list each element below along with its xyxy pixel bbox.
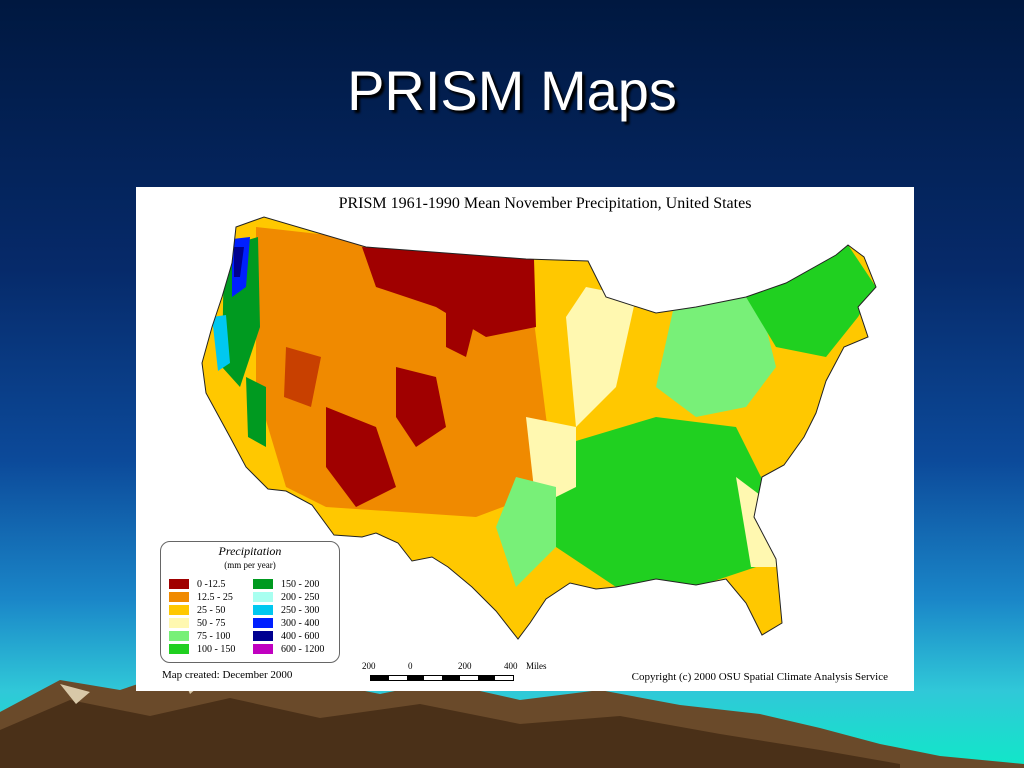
legend-item: 12.5 - 25 [169,591,233,603]
copyright-label: Copyright (c) 2000 OSU Spatial Climate A… [631,671,888,683]
legend-item: 400 - 600 [253,630,319,642]
legend-swatch [169,605,189,615]
legend-item: 50 - 75 [169,617,225,629]
legend-item: 250 - 300 [253,604,319,616]
legend-item: 0 -12.5 [169,578,225,590]
scale-tick: 400 [504,661,518,671]
map-created-label: Map created: December 2000 [162,669,293,681]
legend-swatch [253,644,273,654]
legend-item: 300 - 400 [253,617,319,629]
legend-item: 100 - 150 [169,643,235,655]
legend-label: 75 - 100 [197,630,231,642]
legend-label: 200 - 250 [281,591,320,603]
legend-swatch [253,631,273,641]
legend-label: 300 - 400 [281,617,320,629]
legend-label: 50 - 75 [197,617,226,629]
legend-swatch [253,618,273,628]
legend-item: 75 - 100 [169,630,230,642]
legend-label: 150 - 200 [281,578,320,590]
legend-swatch [253,579,273,589]
legend-item: 25 - 50 [169,604,225,616]
precipitation-map-image: PRISM 1961-1990 Mean November Precipitat… [136,187,914,691]
legend-item: 200 - 250 [253,591,319,603]
scale-bar: 200 0 200 400 Miles [362,661,562,687]
scale-bar-segments [370,675,514,681]
legend-swatch [169,618,189,628]
legend-swatch [169,644,189,654]
mountain-landscape [0,670,1024,768]
scale-tick: 200 [362,661,376,671]
legend-label: 100 - 150 [197,643,236,655]
legend-item: 150 - 200 [253,578,319,590]
legend-title: Precipitation [218,544,282,558]
scale-tick: 200 [458,661,472,671]
slide-title: PRISM Maps [347,59,677,122]
legend-label: 12.5 - 25 [197,591,233,603]
scale-unit: Miles [526,661,547,671]
legend-swatch [253,605,273,615]
scale-tick: 0 [408,661,413,671]
legend-label: 25 - 50 [197,604,226,616]
legend-swatch [169,579,189,589]
legend-swatch [169,592,189,602]
precipitation-legend: Precipitation (mm per year) 0 -12.5 12.5 … [160,541,340,663]
legend-label: 600 - 1200 [281,643,325,655]
legend-subtitle: (mm per year) [224,560,276,570]
legend-swatch [169,631,189,641]
legend-label: 0 -12.5 [197,578,226,590]
legend-swatch [253,592,273,602]
map-title: PRISM 1961-1990 Mean November Precipitat… [338,195,752,212]
legend-item: 600 - 1200 [253,643,324,655]
legend-label: 250 - 300 [281,604,320,616]
legend-label: 400 - 600 [281,630,320,642]
